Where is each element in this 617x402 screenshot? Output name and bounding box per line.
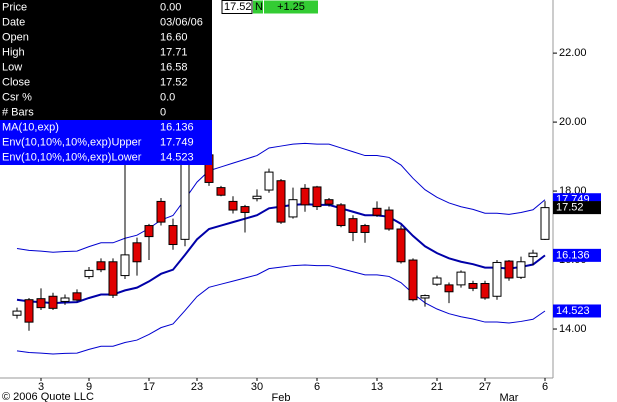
candle-body	[252, 195, 262, 200]
candle-body	[144, 225, 154, 238]
candle-body	[12, 310, 22, 316]
x-tick-label: 21	[431, 381, 443, 393]
info-panel	[0, 0, 212, 120]
info-label: High	[2, 46, 25, 58]
candle-body	[540, 207, 550, 240]
indicator-name: Env(10,10%,10%,exp)Lower	[2, 151, 142, 163]
candle-body	[468, 283, 478, 289]
candle-body	[228, 200, 238, 211]
info-value: 17.52	[160, 76, 188, 88]
info-label: Open	[2, 31, 29, 43]
info-value: 0.0	[160, 91, 175, 103]
info-value: 03/06/06	[160, 16, 203, 28]
x-tick-label: 13	[371, 381, 383, 393]
candle-body	[384, 209, 394, 230]
x-tick-label: 9	[86, 381, 92, 393]
candle-body	[216, 187, 226, 196]
candle-body	[60, 297, 70, 302]
candle-body	[108, 261, 118, 296]
x-tick-label: 27	[479, 381, 491, 393]
candle-body	[96, 261, 106, 271]
indicator-value: 14.523	[160, 151, 194, 163]
candle-body	[456, 271, 466, 286]
x-tick-label: 6	[542, 381, 548, 393]
candle-body	[396, 228, 406, 263]
candle-body	[72, 292, 82, 301]
candle-body	[288, 199, 298, 218]
info-value: 0.00	[160, 1, 181, 13]
candle-body	[444, 284, 454, 293]
candle-body	[492, 261, 502, 297]
info-value: 16.58	[160, 61, 188, 73]
indicator-name: MA(10,exp)	[2, 121, 59, 133]
info-label: Date	[2, 16, 25, 28]
ma-value-label: 16.136	[556, 249, 590, 261]
candle-body	[360, 225, 370, 233]
info-label: Low	[2, 61, 22, 73]
candle-body	[36, 298, 46, 309]
info-label: Price	[2, 1, 27, 13]
quote-flag-box	[253, 0, 263, 14]
quote-price-box	[221, 0, 253, 14]
candle-body	[120, 254, 130, 277]
x-tick-label: 3	[38, 381, 44, 393]
candle-body	[276, 180, 286, 223]
info-value: 17.71	[160, 46, 188, 58]
candle-body	[504, 260, 514, 279]
candle-body	[84, 269, 94, 278]
candle-body	[240, 206, 250, 213]
envelope-line	[16, 142, 546, 253]
x-tick-label: 6	[314, 381, 320, 393]
ma-value-label-box	[553, 248, 601, 262]
quote-change-box	[264, 0, 318, 14]
y-tick-label: 20.00	[559, 116, 587, 128]
month-label: Feb	[272, 392, 291, 402]
info-value: 16.60	[160, 31, 188, 43]
indicator-value: 17.749	[160, 136, 194, 148]
candle-body	[312, 186, 322, 208]
candle-body	[348, 218, 358, 233]
y-tick-label: 14.00	[559, 323, 587, 335]
candle-body	[420, 295, 430, 299]
candle-body	[156, 200, 166, 223]
indicator-value: 16.136	[160, 121, 194, 133]
candle-body	[336, 204, 346, 227]
candle-body	[516, 261, 526, 278]
candle-body	[132, 242, 142, 263]
indicator-name: Env(10,10%,10%,exp)Upper	[2, 136, 142, 148]
x-tick-label: 17	[143, 381, 155, 393]
candle-body	[528, 252, 538, 258]
x-tick-label: 30	[251, 381, 263, 393]
close-value-label: 17.52	[556, 202, 584, 214]
candle-body	[168, 225, 178, 246]
quote-flag: N	[255, 1, 263, 13]
candle-body	[24, 299, 34, 323]
y-tick-label: 22.00	[559, 47, 587, 59]
info-value: 0	[160, 106, 166, 118]
lower-value-label-box	[553, 304, 601, 318]
month-label: Mar	[500, 392, 519, 402]
x-tick-label: 23	[191, 381, 203, 393]
close-value-label-box	[553, 201, 601, 215]
candle-body	[408, 259, 418, 301]
quote-change: +1.25	[277, 1, 305, 13]
lower-value-label: 14.523	[556, 305, 590, 317]
candle-body	[300, 187, 310, 206]
envelope-line	[16, 264, 546, 355]
candle-body	[372, 207, 382, 216]
info-label: # Bars	[2, 106, 34, 118]
candle-body	[432, 277, 442, 285]
candle-body	[324, 199, 334, 205]
candle-body	[480, 283, 490, 299]
candle-body	[264, 171, 274, 191]
copyright: © 2006 Quote LLC	[2, 391, 94, 402]
info-label: Close	[2, 76, 30, 88]
candle-body	[48, 295, 58, 309]
info-label: Csr %	[2, 91, 32, 103]
indicator-panel	[0, 120, 212, 165]
quote-price: 17.52	[224, 1, 252, 13]
